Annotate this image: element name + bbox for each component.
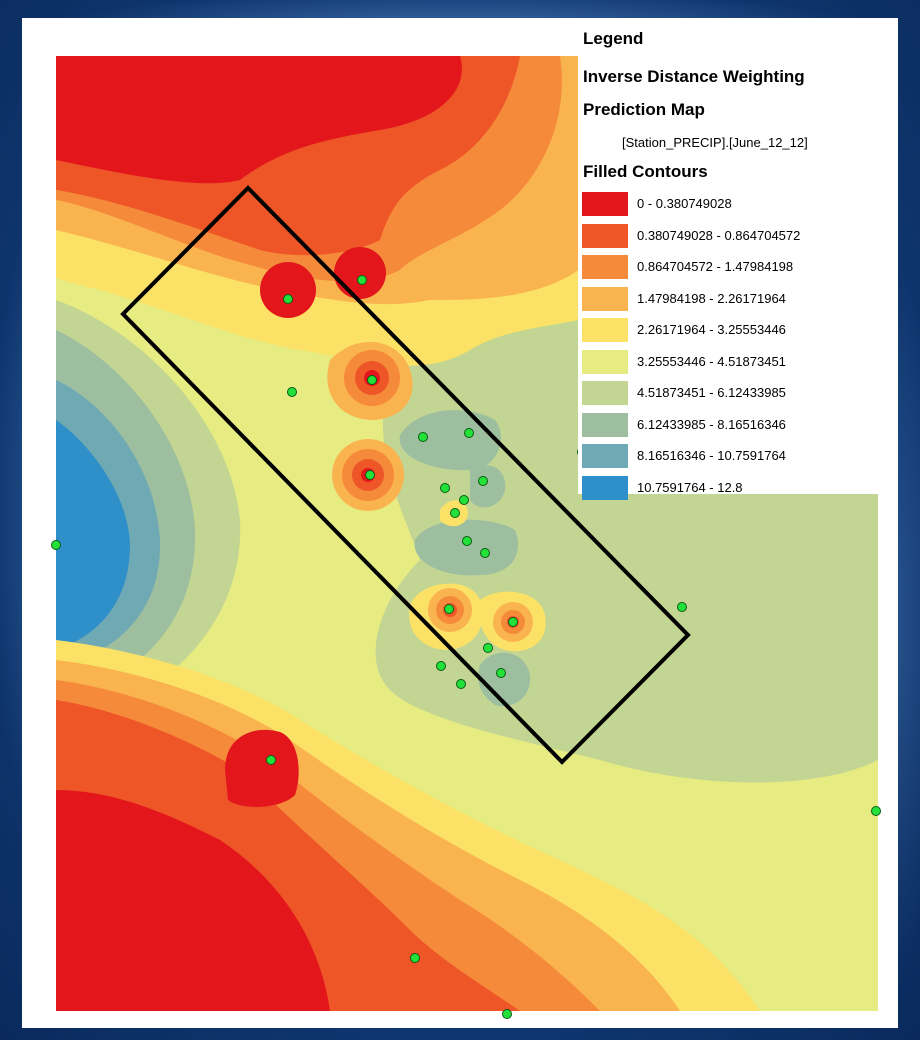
contour-class-0-0-38 [334,247,386,299]
legend-layer-name: Inverse Distance Weighting [583,67,805,86]
contour-class-6-12-8-17 [470,465,506,508]
legend-swatch [582,475,628,500]
contour-class-0-0-38 [225,729,299,807]
station-point[interactable] [496,668,506,678]
legend-class-label: 6.12433985 - 8.16516346 [637,416,786,432]
station-point[interactable] [462,536,472,546]
station-point[interactable] [480,548,490,558]
legend-class-label: 10.7591764 - 12.8 [637,479,743,495]
legend-swatch [582,192,628,216]
legend-title: Legend [583,29,644,48]
station-point[interactable] [418,432,428,442]
station-point[interactable] [440,483,450,493]
station-point[interactable] [365,470,375,480]
station-point[interactable] [871,806,881,816]
station-point[interactable] [367,375,377,385]
legend-group-title: Filled Contours [583,162,708,181]
station-point[interactable] [464,428,474,438]
legend-swatch [582,286,628,311]
legend-class-label: 4.51873451 - 6.12433985 [637,385,786,400]
contour-class-0-0-38 [56,790,330,1011]
legend-swatch [582,412,628,437]
legend-class-label: 8.16516346 - 10.7591764 [637,448,786,463]
legend-class-label: 3.25553446 - 4.51873451 [637,353,786,369]
station-point[interactable] [266,755,276,765]
station-point[interactable] [483,643,493,653]
station-point[interactable] [287,387,297,397]
station-point[interactable] [283,294,293,304]
contour-class-6-12-8-17 [414,519,519,576]
study-area-boundary [120,185,691,765]
station-point[interactable] [450,508,460,518]
station-point[interactable] [508,617,518,627]
legend-swatch [582,381,628,405]
station-point[interactable] [502,1009,512,1019]
legend-swatch [582,223,628,248]
station-point[interactable] [51,540,61,550]
legend-swatch [582,444,628,468]
legend-swatch [582,255,628,279]
contour-class-6-12-8-17 [478,652,531,707]
station-point[interactable] [478,476,488,486]
station-point[interactable] [444,604,454,614]
station-point[interactable] [677,602,687,612]
legend-class-label: 1.47984198 - 2.26171964 [637,290,786,306]
contour-class-10-76-12-8 [56,420,130,650]
legend-swatch [582,318,628,342]
legend-layer-subtitle: Prediction Map [583,100,705,119]
contour-class-0-0-38 [260,262,316,318]
legend-class-label: 0 - 0.380749028 [637,196,732,211]
legend-field-label: [Station_PRECIP].[June_12_12] [622,135,808,150]
station-point[interactable] [459,495,469,505]
legend-class-label: 0.380749028 - 0.864704572 [637,227,801,243]
map-legend: Legend Inverse Distance Weighting Predic… [578,24,880,500]
contour-class-6-12-8-17 [399,410,501,471]
station-point[interactable] [410,953,420,963]
station-point[interactable] [357,275,367,285]
station-point[interactable] [456,679,466,689]
station-points [51,275,881,1019]
contour-class-0-0-38 [56,56,462,184]
legend-class-label: 0.864704572 - 1.47984198 [637,259,794,274]
legend-swatch [582,349,628,374]
legend-class-label: 2.26171964 - 3.25553446 [637,322,786,337]
station-point[interactable] [436,661,446,671]
